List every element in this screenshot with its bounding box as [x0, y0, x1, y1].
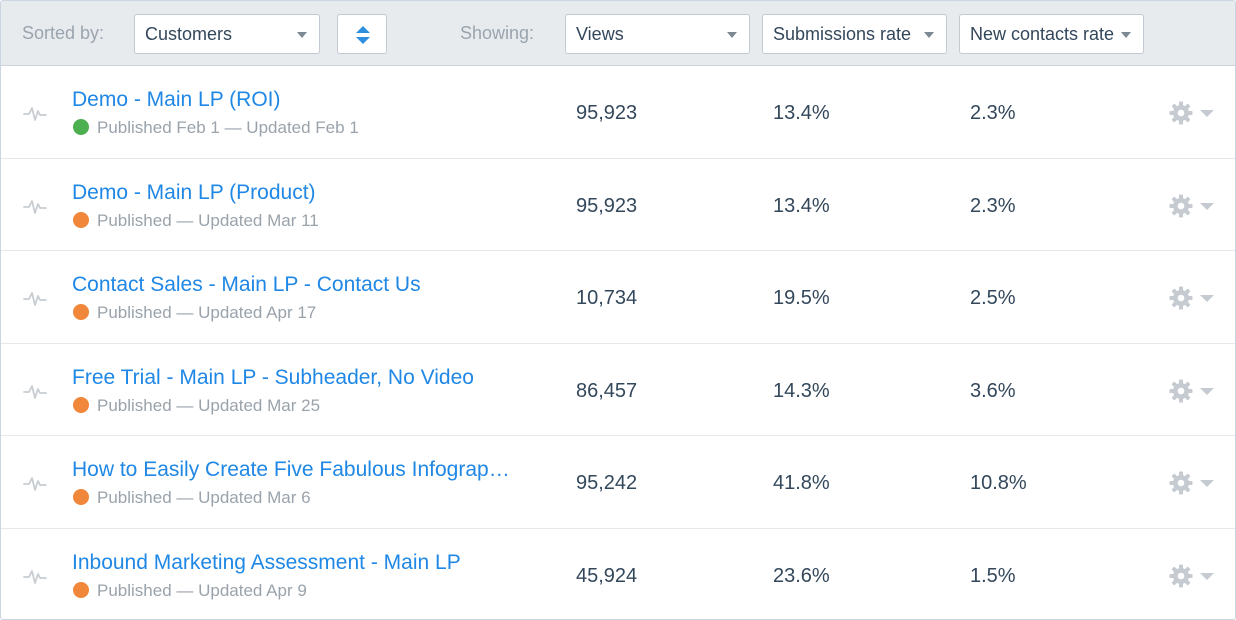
chevron-down-icon [727, 32, 737, 38]
submissions-rate-value: 41.8% [773, 472, 830, 494]
chevron-down-icon [1200, 387, 1214, 395]
status-dot-icon [73, 581, 89, 598]
column-1-dropdown[interactable]: Views [565, 14, 750, 54]
status-text: Published — Updated Mar 25 [97, 395, 321, 415]
sort-field-dropdown[interactable]: Customers [134, 14, 320, 54]
submissions-rate-value: 19.5% [773, 287, 830, 309]
list-item: Demo - Main LP (Product) Published — Upd… [1, 159, 1235, 251]
submissions-rate-value: 13.4% [773, 194, 830, 217]
list-item: How to Easily Create Five Fabulous Infog… [1, 436, 1235, 529]
status-text: Published — Updated Apr 9 [97, 580, 307, 600]
status-dot-icon [73, 489, 89, 505]
status-dot-icon [73, 304, 89, 320]
new-contacts-rate-value: 1.5% [970, 564, 1016, 587]
new-contacts-rate-value: 2.3% [970, 194, 1016, 217]
list-item: Inbound Marketing Assessment - Main LP P… [1, 529, 1235, 620]
activity-icon[interactable] [23, 197, 47, 215]
column-1-value: Views [576, 24, 624, 44]
status-dot-icon [73, 119, 89, 135]
chevron-down-icon [1200, 295, 1214, 302]
status-dot-icon [73, 211, 89, 228]
status-line: Published — Updated Apr 9 [73, 581, 307, 601]
views-value: 95,923 [576, 102, 638, 124]
status-line: Published — Updated Mar 6 [73, 488, 311, 508]
column-2-dropdown[interactable]: Submissions rate [762, 14, 947, 54]
status-line: Published — Updated Mar 11 [73, 211, 319, 231]
new-contacts-rate-value: 2.3% [970, 102, 1016, 124]
chevron-down-icon [1200, 572, 1214, 580]
status-text: Published — Updated Mar 6 [97, 488, 311, 507]
views-value: 95,242 [576, 472, 638, 494]
views-value: 10,734 [576, 287, 638, 309]
new-contacts-rate-value: 10.8% [970, 472, 1027, 494]
gear-icon [1169, 194, 1193, 217]
status-line: Published — Updated Mar 25 [73, 396, 320, 416]
activity-icon[interactable] [23, 567, 47, 585]
sort-direction-button[interactable] [337, 14, 387, 54]
row-settings-button[interactable] [1168, 378, 1218, 404]
status-text: Published — Updated Mar 11 [97, 210, 319, 230]
status-line: Published Feb 1 — Updated Feb 1 [73, 118, 359, 138]
activity-icon[interactable] [23, 104, 47, 122]
status-line: Published — Updated Apr 17 [73, 303, 316, 323]
page-title-link[interactable]: Demo - Main LP (ROI) [72, 88, 281, 111]
toolbar: Sorted by: Customers Showing: Views Subm… [1, 1, 1235, 66]
showing-label: Showing: [460, 23, 535, 43]
submissions-rate-value: 23.6% [773, 564, 830, 587]
chevron-down-icon [924, 32, 934, 38]
list-item: Demo - Main LP (ROI) Published Feb 1 — U… [1, 66, 1235, 159]
sorted-by-label: Sorted by: [22, 23, 105, 43]
column-2-value: Submissions rate [773, 24, 912, 44]
column-3-value: New contacts rate [970, 24, 1115, 44]
page-title-link[interactable]: Inbound Marketing Assessment - Main LP [72, 550, 461, 574]
row-settings-button[interactable] [1168, 100, 1218, 126]
status-text: Published Feb 1 — Updated Feb 1 [97, 118, 359, 137]
submissions-rate-value: 13.4% [773, 102, 830, 124]
chevron-down-icon [297, 32, 307, 38]
views-value: 95,923 [576, 194, 638, 217]
sort-down-icon [356, 37, 370, 44]
list-item: Free Trial - Main LP - Subheader, No Vid… [1, 344, 1235, 436]
row-settings-button[interactable] [1168, 193, 1218, 219]
row-settings-button[interactable] [1168, 470, 1218, 496]
sort-up-icon [356, 26, 370, 33]
column-3-dropdown[interactable]: New contacts rate [959, 14, 1144, 54]
gear-icon [1169, 471, 1193, 495]
status-text: Published — Updated Apr 17 [97, 303, 317, 322]
page-title-link[interactable]: How to Easily Create Five Fabulous Infog… [72, 458, 510, 481]
chevron-down-icon [1200, 202, 1214, 210]
new-contacts-rate-value: 2.5% [970, 287, 1016, 309]
row-settings-button[interactable] [1168, 285, 1218, 311]
page-title-link[interactable]: Contact Sales - Main LP - Contact Us [72, 273, 421, 296]
activity-icon[interactable] [23, 289, 47, 307]
landing-page-list: Demo - Main LP (ROI) Published Feb 1 — U… [1, 66, 1235, 620]
submissions-rate-value: 14.3% [773, 379, 830, 402]
list-item: Contact Sales - Main LP - Contact Us Pub… [1, 251, 1235, 344]
page-title-link[interactable]: Free Trial - Main LP - Subheader, No Vid… [72, 365, 474, 389]
activity-icon[interactable] [23, 382, 47, 400]
gear-icon [1169, 286, 1193, 310]
sort-field-value: Customers [145, 24, 233, 44]
chevron-down-icon [1121, 32, 1131, 38]
chevron-down-icon [1200, 480, 1214, 487]
status-dot-icon [73, 396, 89, 413]
views-value: 86,457 [576, 379, 638, 402]
chevron-down-icon [1200, 110, 1214, 117]
gear-icon [1169, 101, 1193, 125]
new-contacts-rate-value: 3.6% [970, 379, 1016, 402]
views-value: 45,924 [576, 564, 638, 587]
page-title-link[interactable]: Demo - Main LP (Product) [72, 180, 316, 204]
row-settings-button[interactable] [1168, 563, 1218, 589]
gear-icon [1169, 379, 1193, 402]
activity-icon[interactable] [23, 474, 47, 492]
gear-icon [1169, 564, 1193, 587]
